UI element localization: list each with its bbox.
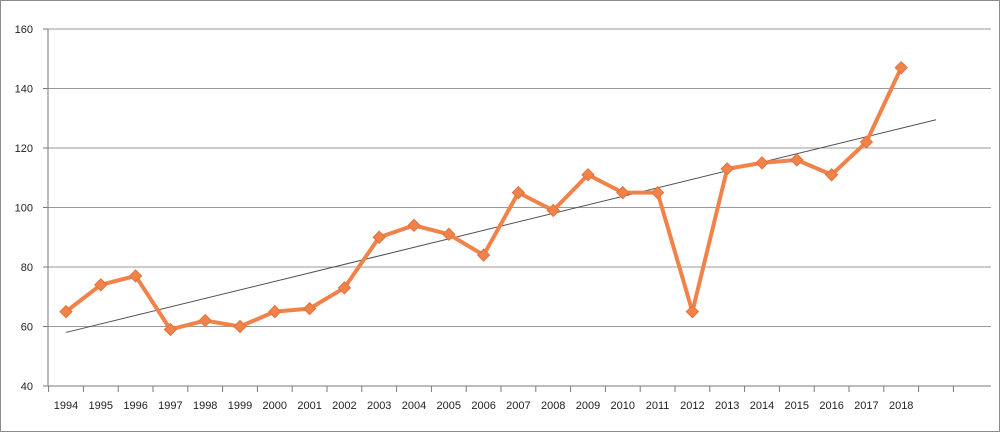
x-tick-label: 2001 xyxy=(297,400,321,412)
x-tick-label: 2010 xyxy=(611,400,635,412)
y-tick-label: 40 xyxy=(21,381,33,393)
x-tick-label: 2000 xyxy=(263,400,287,412)
x-tick-label: 1998 xyxy=(193,400,217,412)
x-tick-label: 2009 xyxy=(576,400,600,412)
data-point-marker xyxy=(407,218,421,233)
data-point-marker xyxy=(511,185,526,200)
data-point-marker xyxy=(859,135,874,149)
data-point-marker xyxy=(824,168,839,182)
data-point-marker xyxy=(894,60,908,75)
data-point-marker xyxy=(790,153,804,167)
data-point-marker xyxy=(268,304,282,319)
data-point-marker xyxy=(442,227,456,241)
data-point-marker xyxy=(685,304,700,319)
data-point-marker xyxy=(720,162,734,176)
x-tick-label: 2012 xyxy=(680,400,704,412)
x-tick-label: 2002 xyxy=(332,400,356,412)
x-tick-label: 2013 xyxy=(715,400,739,412)
y-tick-label: 160 xyxy=(15,24,33,36)
y-tick-label: 120 xyxy=(15,143,33,155)
data-point-marker xyxy=(163,322,178,337)
x-tick-label: 1996 xyxy=(123,400,147,412)
x-tick-labels: 1994 1995 1996 1997 1998 1999 2000 2001 2002 2003… xyxy=(54,400,914,412)
x-tick-label: 2008 xyxy=(541,400,565,412)
data-point-marker xyxy=(59,304,73,319)
data-point-marker xyxy=(755,156,769,170)
series-layer xyxy=(59,60,908,337)
data-point-marker xyxy=(616,185,630,200)
x-tick-label: 1995 xyxy=(89,400,113,412)
x-tick-label: 2014 xyxy=(750,400,774,412)
y-tick-label: 140 xyxy=(15,84,33,96)
x-tick-label: 2003 xyxy=(367,400,391,412)
series-line xyxy=(64,65,904,332)
data-point-marker xyxy=(372,230,386,244)
gridlines xyxy=(48,28,991,327)
data-point-marker xyxy=(476,248,491,262)
data-point-marker xyxy=(581,168,595,182)
y-tick-labels: 40 60 80 100 120 140 160 xyxy=(15,24,33,393)
x-tick-label: 2005 xyxy=(437,400,461,412)
x-tick-label: 2007 xyxy=(506,400,530,412)
data-point-marker xyxy=(233,319,247,334)
x-tick-label: 1999 xyxy=(228,400,252,412)
x-tick-label: 2017 xyxy=(854,400,878,412)
x-tick-label: 2015 xyxy=(785,400,809,412)
y-tick-label: 60 xyxy=(21,322,33,334)
data-point-marker xyxy=(546,203,560,218)
data-point-marker xyxy=(128,269,143,283)
x-tick-label: 2006 xyxy=(471,400,495,412)
data-point-marker xyxy=(198,313,212,328)
x-tick-label: 1997 xyxy=(158,400,182,412)
data-point-marker xyxy=(94,278,108,292)
data-point-marker xyxy=(302,301,317,316)
data-point-marker xyxy=(337,281,352,295)
x-tick-label: 2011 xyxy=(646,400,670,412)
axes xyxy=(43,28,991,392)
data-point-marker xyxy=(650,185,665,200)
y-tick-label: 100 xyxy=(15,203,33,215)
x-tick-label: 2016 xyxy=(819,400,843,412)
x-tick-label: 2004 xyxy=(402,400,426,412)
x-tick-label: 1994 xyxy=(54,400,78,412)
y-tick-label: 80 xyxy=(21,262,33,274)
x-tick-label: 2018 xyxy=(889,400,913,412)
